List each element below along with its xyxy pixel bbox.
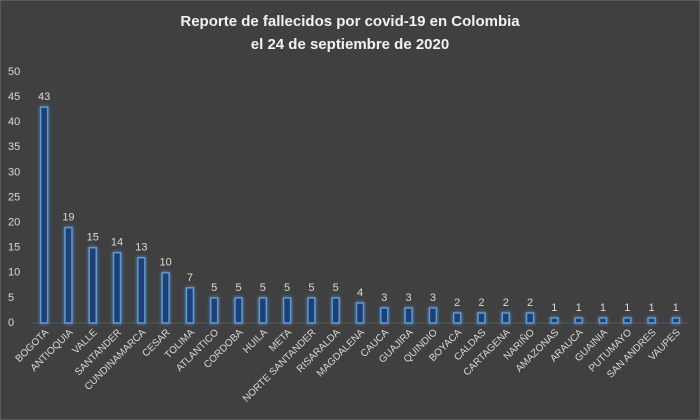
- y-tick-label: 35: [8, 141, 20, 153]
- bar: [39, 106, 49, 324]
- bar: [477, 312, 486, 324]
- bar: [525, 312, 535, 324]
- bar: [355, 302, 365, 324]
- data-label: 1: [576, 302, 582, 314]
- bar: [452, 312, 462, 324]
- bar: [550, 317, 559, 324]
- data-label: 5: [260, 282, 266, 294]
- bar: [428, 307, 438, 324]
- data-label: 14: [111, 237, 123, 249]
- bar: [623, 317, 632, 324]
- bar: [64, 226, 73, 324]
- y-tick-label: 20: [8, 217, 20, 229]
- bar: [137, 256, 146, 324]
- chart-title: Reporte de fallecidos por covid-19 en Co…: [180, 13, 520, 30]
- data-label: 1: [648, 302, 654, 314]
- y-tick-label: 10: [8, 267, 20, 279]
- data-label: 2: [478, 297, 484, 309]
- bar: [404, 307, 413, 324]
- data-label: 19: [62, 212, 74, 224]
- bar: [331, 297, 340, 324]
- bar: [112, 251, 122, 324]
- data-label: 3: [381, 292, 387, 304]
- bar: [234, 297, 243, 324]
- data-label: 1: [624, 302, 630, 314]
- data-label: 2: [454, 297, 460, 309]
- y-tick-label: 25: [8, 191, 20, 203]
- bar: [209, 297, 219, 324]
- bar: [161, 272, 170, 324]
- y-tick-label: 50: [8, 66, 20, 78]
- chart-title: el 24 de septiembre de 2020: [251, 36, 449, 53]
- y-tick-label: 40: [8, 116, 20, 128]
- data-label: 3: [430, 292, 436, 304]
- bar: [671, 317, 681, 324]
- bar: [307, 297, 316, 324]
- data-label: 5: [333, 282, 339, 294]
- data-label: 1: [673, 302, 679, 314]
- data-label: 43: [38, 91, 50, 103]
- bar: [501, 312, 511, 324]
- bar: [574, 317, 583, 324]
- data-label: 5: [235, 282, 241, 294]
- bar: [598, 317, 608, 324]
- bar: [88, 246, 97, 324]
- bar: [185, 287, 195, 324]
- data-label: 10: [160, 257, 172, 269]
- data-label: 5: [284, 282, 290, 294]
- data-label: 5: [211, 282, 217, 294]
- bar: [282, 297, 292, 324]
- y-tick-label: 0: [8, 317, 14, 329]
- data-label: 2: [527, 297, 533, 309]
- data-label: 4: [357, 287, 363, 299]
- data-label: 3: [406, 292, 412, 304]
- y-tick-label: 15: [8, 242, 20, 254]
- data-label: 1: [600, 302, 606, 314]
- bar: [647, 317, 656, 324]
- y-tick-label: 5: [8, 292, 14, 304]
- data-label: 15: [87, 232, 99, 244]
- data-label: 2: [503, 297, 509, 309]
- bar: [258, 297, 268, 324]
- bar: [380, 307, 389, 324]
- data-label: 5: [308, 282, 314, 294]
- data-label: 13: [135, 242, 147, 254]
- y-tick-label: 45: [8, 91, 20, 103]
- y-tick-label: 30: [8, 166, 20, 178]
- data-label: 1: [551, 302, 557, 314]
- data-label: 7: [187, 272, 193, 284]
